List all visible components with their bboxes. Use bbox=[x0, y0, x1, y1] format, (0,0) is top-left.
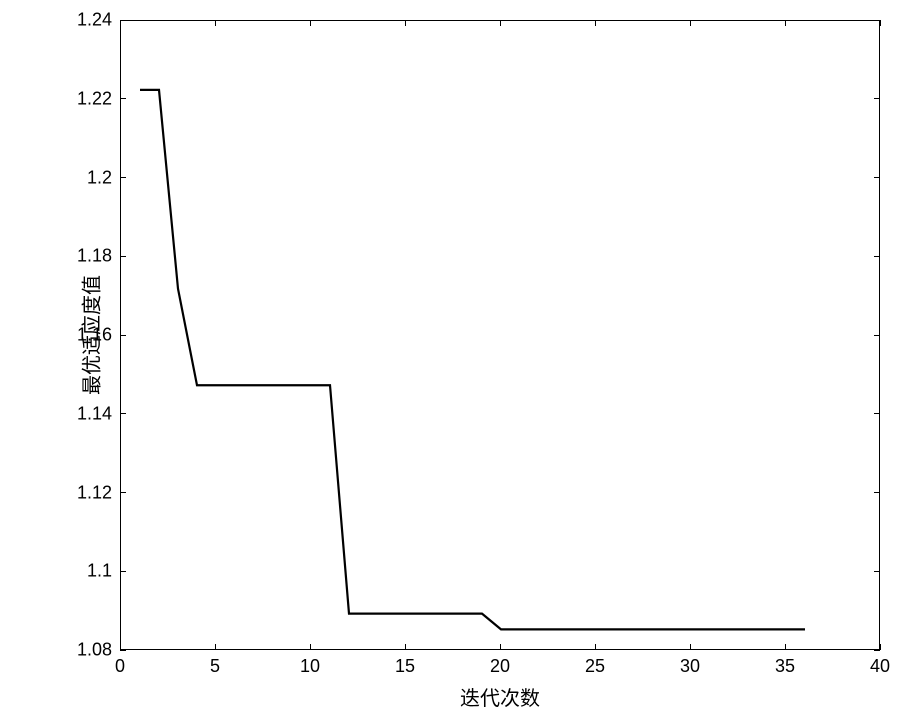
x-tick-mark bbox=[690, 644, 691, 650]
x-tick-label: 30 bbox=[680, 656, 700, 677]
x-tick-label: 5 bbox=[210, 656, 220, 677]
y-tick-label: 1.12 bbox=[77, 482, 112, 503]
x-axis-label: 迭代次数 bbox=[460, 682, 540, 711]
x-tick-mark bbox=[500, 20, 501, 26]
y-tick-mark bbox=[120, 571, 126, 572]
plot-area bbox=[120, 20, 880, 650]
y-tick-mark bbox=[874, 335, 880, 336]
x-tick-mark bbox=[880, 20, 881, 26]
x-tick-mark bbox=[310, 644, 311, 650]
y-tick-mark bbox=[120, 335, 126, 336]
x-tick-label: 15 bbox=[395, 656, 415, 677]
x-tick-label: 10 bbox=[300, 656, 320, 677]
x-tick-mark bbox=[785, 644, 786, 650]
x-tick-mark bbox=[215, 644, 216, 650]
y-tick-label: 1.24 bbox=[77, 10, 112, 31]
y-tick-label: 1.2 bbox=[87, 167, 112, 188]
y-tick-mark bbox=[874, 571, 880, 572]
y-tick-mark bbox=[874, 20, 880, 21]
y-tick-label: 1.22 bbox=[77, 88, 112, 109]
y-tick-mark bbox=[874, 256, 880, 257]
x-tick-label: 35 bbox=[775, 656, 795, 677]
line-series bbox=[121, 21, 881, 651]
y-tick-mark bbox=[120, 413, 126, 414]
x-tick-mark bbox=[120, 20, 121, 26]
y-tick-label: 1.08 bbox=[77, 640, 112, 661]
y-tick-mark bbox=[120, 256, 126, 257]
y-tick-label: 1.1 bbox=[87, 561, 112, 582]
y-tick-mark bbox=[874, 98, 880, 99]
y-tick-mark bbox=[874, 413, 880, 414]
y-tick-mark bbox=[874, 650, 880, 651]
y-tick-mark bbox=[120, 650, 126, 651]
x-tick-mark bbox=[310, 20, 311, 26]
y-tick-mark bbox=[874, 177, 880, 178]
y-tick-mark bbox=[120, 20, 126, 21]
y-tick-mark bbox=[120, 177, 126, 178]
series-path bbox=[140, 90, 805, 629]
chart-container: 迭代次数 最优适应度值 05101520253035401.081.11.121… bbox=[0, 0, 916, 724]
x-tick-label: 40 bbox=[870, 656, 890, 677]
y-tick-mark bbox=[120, 98, 126, 99]
x-tick-label: 25 bbox=[585, 656, 605, 677]
x-tick-label: 0 bbox=[115, 656, 125, 677]
y-tick-label: 1.16 bbox=[77, 325, 112, 346]
x-tick-mark bbox=[405, 644, 406, 650]
x-tick-mark bbox=[405, 20, 406, 26]
x-tick-mark bbox=[690, 20, 691, 26]
x-tick-mark bbox=[785, 20, 786, 26]
y-tick-mark bbox=[874, 492, 880, 493]
y-tick-label: 1.14 bbox=[77, 403, 112, 424]
x-tick-label: 20 bbox=[490, 656, 510, 677]
y-tick-label: 1.18 bbox=[77, 246, 112, 267]
x-tick-mark bbox=[500, 644, 501, 650]
x-tick-mark bbox=[595, 644, 596, 650]
x-tick-mark bbox=[215, 20, 216, 26]
y-tick-mark bbox=[120, 492, 126, 493]
x-tick-mark bbox=[595, 20, 596, 26]
